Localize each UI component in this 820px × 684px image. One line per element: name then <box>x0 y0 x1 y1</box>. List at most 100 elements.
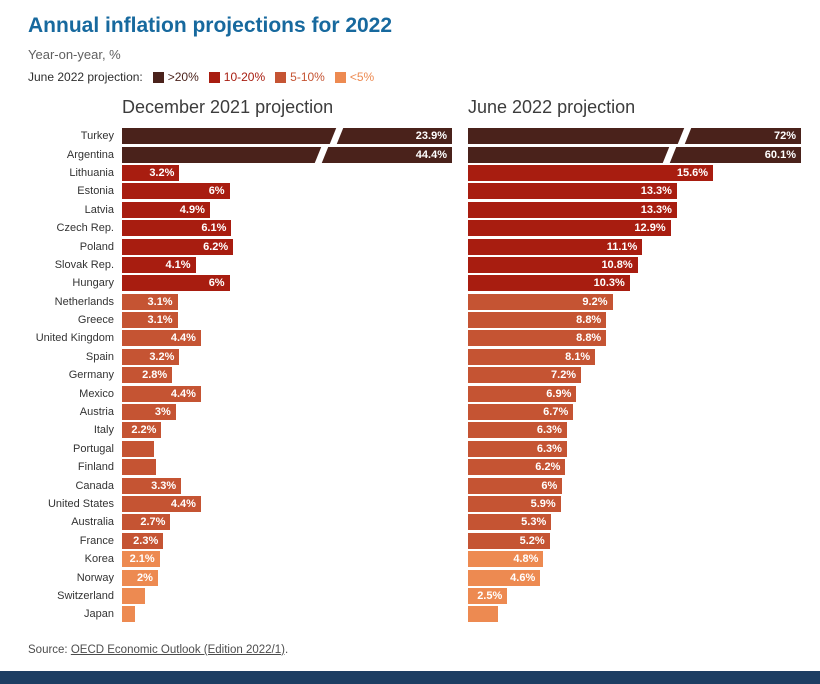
june-bar-cell: 4.8% <box>468 551 801 568</box>
country-label: Netherlands <box>54 295 114 308</box>
june-bar-cell: 7.2% <box>468 367 801 384</box>
june-bar: 5.9% <box>468 496 561 512</box>
bar-value-label: 3.1% <box>147 314 173 327</box>
december-bar: 2.8% <box>122 367 173 384</box>
bar-value-label: 4.9% <box>179 203 205 216</box>
chart-row: Mexico 4.4% 6.9% <box>28 384 801 402</box>
country-label: Spain <box>85 350 114 363</box>
december-bar-cell: 2.1% <box>122 551 452 568</box>
december-bar-cell <box>122 459 452 476</box>
page-subtitle: Year-on-year, % <box>28 47 121 62</box>
june-bar-cell: 60.1% <box>468 146 801 163</box>
bar-value-label: 6.1% <box>201 222 227 235</box>
chart-row: Australia 2.7% 5.3% <box>28 513 801 531</box>
axis-break-mark <box>314 146 330 163</box>
june-bar-cell: 10.3% <box>468 275 801 292</box>
june-bar-cell: 6.7% <box>468 404 801 421</box>
chart-row: Poland 6.2% 11.1% <box>28 237 801 255</box>
bar-value-label: 3% <box>154 406 171 419</box>
december-bar-cell: 4.1% <box>122 256 452 273</box>
june-bar-cell: 13.3% <box>468 201 801 218</box>
december-bar-cell <box>122 440 452 457</box>
june-bar: 60.1% <box>468 146 801 163</box>
source-link[interactable]: OECD Economic Outlook (Edition 2022/1) <box>70 643 285 656</box>
panel-titles: December 2021 projection June 2022 proje… <box>28 97 801 118</box>
december-bar-cell: 2.7% <box>122 514 452 531</box>
bar-value-label: 6.2% <box>535 461 561 474</box>
june-bar: 2.5% <box>468 587 508 604</box>
june-bar-cell: 6% <box>468 477 801 494</box>
country-label: Mexico <box>79 387 114 400</box>
bar-value-label: 4.6% <box>510 571 536 584</box>
december-bar <box>122 440 155 457</box>
chart-row: Czech Rep. 6.1% 12.9% <box>28 219 801 237</box>
legend-item: >20% <box>152 70 199 84</box>
bar-value-label: 6.3% <box>536 424 562 437</box>
bar-value-label: 3.2% <box>149 350 175 363</box>
december-bar-cell: 23.9% <box>122 128 452 145</box>
june-bar: 10.3% <box>468 275 630 292</box>
december-bar: 4.1% <box>122 256 196 273</box>
country-label: Lithuania <box>69 166 114 179</box>
bar-value-label: 5.3% <box>521 516 547 529</box>
june-bar: 6% <box>468 477 563 494</box>
legend-item-label: 5-10% <box>290 70 325 84</box>
chart-rows: Turkey 23.9% 72% Argentina 44.4% 60.1% Lithuan… <box>28 127 801 624</box>
country-label: Poland <box>79 240 114 253</box>
country-label: Korea <box>84 553 114 566</box>
december-bar-cell: 4.9% <box>122 201 452 218</box>
legend-item: 10-20% <box>208 70 265 84</box>
chart-row: Greece 3.1% 8.8% <box>28 311 801 329</box>
bar-value-label: 2.2% <box>131 424 157 437</box>
december-bar-cell <box>122 587 452 604</box>
june-bar: 10.8% <box>468 256 638 273</box>
chart-row: Argentina 44.4% 60.1% <box>28 145 801 163</box>
bar-value-label: 5.9% <box>530 498 556 510</box>
june-bar: 72% <box>468 128 801 145</box>
june-bar-cell: 13.3% <box>468 183 801 200</box>
bar-value-label: 8.8% <box>576 332 602 345</box>
bar-value-label: 15.6% <box>676 166 709 179</box>
june-bar: 13.3% <box>468 201 677 218</box>
december-bar: 6% <box>122 275 230 292</box>
june-bar-cell: 6.3% <box>468 440 801 457</box>
june-bar-cell: 11.1% <box>468 238 801 255</box>
chart-row: Finland 6.2% <box>28 458 801 476</box>
axis-break-mark <box>677 128 693 145</box>
bar-value-label: 2% <box>136 571 153 584</box>
december-bar: 4.9% <box>122 201 210 218</box>
june-bar: 6.2% <box>468 459 566 476</box>
chart-row: Spain 3.2% 8.1% <box>28 348 801 366</box>
december-bar: 3.1% <box>122 312 178 329</box>
country-label: Australia <box>71 516 114 529</box>
june-bar: 7.2% <box>468 367 582 384</box>
chart-row: France 2.3% 5.2% <box>28 532 801 550</box>
bar-value-label: 11.1% <box>606 240 638 253</box>
december-bar: 6% <box>122 183 230 200</box>
chart-row: Austria 3% 6.7% <box>28 403 801 421</box>
december-bar-cell: 3% <box>122 404 452 421</box>
bar-value-label: 8.1% <box>565 350 591 363</box>
december-bar-cell <box>122 606 452 623</box>
country-label: Czech Rep. <box>56 222 114 235</box>
country-label: Italy <box>93 424 114 437</box>
june-bar: 15.6% <box>468 164 714 181</box>
june-bar-cell: 10.8% <box>468 256 801 273</box>
bar-value-label: 2.5% <box>477 589 503 602</box>
june-bar: 6.3% <box>468 422 567 439</box>
june-bar-cell: 2.5% <box>468 587 801 604</box>
country-label: Germany <box>68 369 114 382</box>
country-label: Latvia <box>84 203 114 216</box>
chart-row: Korea 2.1% 4.8% <box>28 550 801 568</box>
country-label: Portugal <box>73 442 114 455</box>
bar-value-label: 7.2% <box>551 369 577 382</box>
chart-row: Italy 2.2% 6.3% <box>28 421 801 439</box>
country-label: Switzerland <box>57 589 114 602</box>
december-bar: 2.2% <box>122 422 162 439</box>
bar-value-label: 8.8% <box>576 314 602 327</box>
country-label: Argentina <box>66 148 114 161</box>
bar-value-label: 4.4% <box>170 332 196 345</box>
legend-swatch <box>334 71 346 83</box>
bar-value-label: 6% <box>208 277 225 290</box>
chart-row: Lithuania 3.2% 15.6% <box>28 164 801 182</box>
